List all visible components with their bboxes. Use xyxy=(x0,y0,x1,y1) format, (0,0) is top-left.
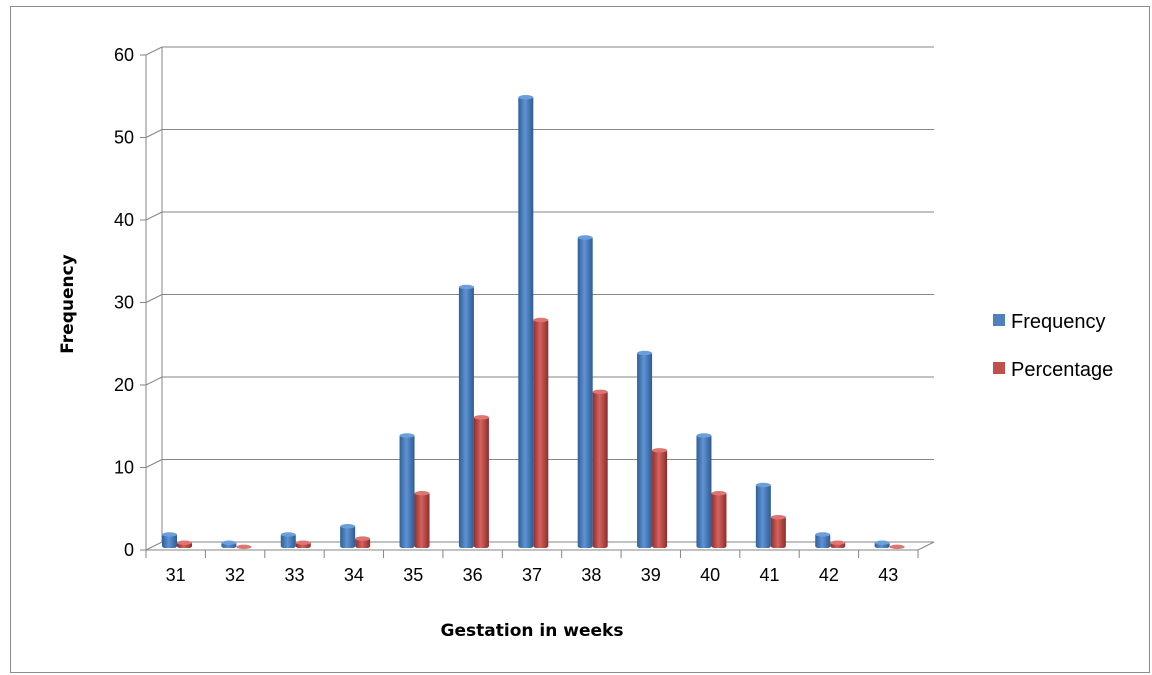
bar-percentage xyxy=(355,536,371,548)
x-tick-label: 42 xyxy=(819,565,839,585)
floor-right-edge xyxy=(917,541,935,551)
bar-percentage xyxy=(711,491,727,548)
bar-frequency xyxy=(815,532,831,548)
bar-frequency xyxy=(458,284,474,548)
legend: Frequency Percentage xyxy=(993,311,1113,381)
legend-swatch-frequency xyxy=(993,314,1005,326)
bar-percentage xyxy=(533,317,549,548)
bar-frequency xyxy=(221,540,237,548)
y-tick-label: 10 xyxy=(114,458,134,478)
x-tick-label: 31 xyxy=(166,565,186,585)
x-tick-labels: 31 32 33 34 35 36 37 38 39 40 41 42 43 xyxy=(166,565,899,585)
x-tick-label: 37 xyxy=(522,565,542,585)
bar-frequency xyxy=(162,532,177,548)
x-tick-label: 43 xyxy=(878,565,898,585)
bar-percentage xyxy=(770,514,786,548)
y-tick-label: 60 xyxy=(114,45,134,65)
x-tick-label: 38 xyxy=(581,565,601,585)
legend-label-frequency: Frequency xyxy=(1011,311,1106,333)
bar-frequency xyxy=(399,433,415,548)
y-tick-label: 50 xyxy=(114,128,134,148)
gridline-side xyxy=(145,46,163,56)
x-tick-label: 35 xyxy=(403,565,423,585)
gridline-side xyxy=(145,459,163,468)
x-tick-label: 34 xyxy=(344,565,364,585)
bar-frequency xyxy=(577,235,593,548)
y-tick-label: 40 xyxy=(114,210,134,230)
legend-label-percentage: Percentage xyxy=(1011,359,1113,381)
bar-percentage xyxy=(830,540,846,548)
x-tick-label: 33 xyxy=(284,565,304,585)
gridline-side xyxy=(145,294,163,303)
legend-swatch-percentage xyxy=(993,362,1005,374)
bar-frequency xyxy=(637,350,653,548)
bar-percentage xyxy=(236,544,252,550)
x-tick-label: 39 xyxy=(641,565,661,585)
x-tick-label: 40 xyxy=(700,565,720,585)
bar-frequency xyxy=(755,482,771,548)
bar-frequency xyxy=(874,540,890,548)
bar-percentage xyxy=(652,448,668,548)
bar-percentage xyxy=(414,491,430,548)
x-axis-title: Gestation in weeks xyxy=(441,621,624,641)
x-tick-label: 32 xyxy=(225,565,245,585)
bar-percentage xyxy=(295,540,311,548)
y-tick-labels: 0 10 20 30 40 50 60 xyxy=(114,45,134,560)
gridline-side xyxy=(145,376,163,386)
axes xyxy=(140,47,935,558)
bar-percentage xyxy=(177,540,192,548)
y-tick-label: 30 xyxy=(114,293,134,313)
y-tick-label: 20 xyxy=(114,375,134,395)
bar-percentage xyxy=(473,415,489,548)
bar-percentage xyxy=(592,389,608,548)
bar-frequency xyxy=(518,95,534,548)
bar-frequency xyxy=(280,532,296,548)
gridline-side xyxy=(145,211,163,221)
bar-percentage xyxy=(889,544,905,550)
y-tick-label: 0 xyxy=(124,540,134,560)
bar-frequency xyxy=(696,433,712,548)
y-axis-title: Frequency xyxy=(58,254,78,354)
bar-frequency xyxy=(340,524,356,548)
bars xyxy=(162,95,905,550)
x-tick-label: 41 xyxy=(760,565,780,585)
gridline-side xyxy=(145,541,163,551)
x-tick-label: 36 xyxy=(463,565,483,585)
gridline-side xyxy=(145,129,163,138)
